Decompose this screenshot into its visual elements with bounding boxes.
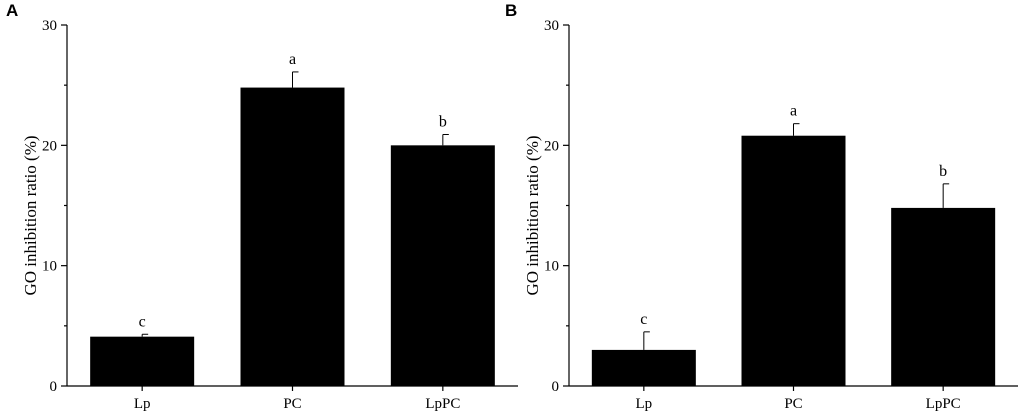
y-tick-label: 0: [552, 379, 560, 395]
panel-letter-b: B: [505, 1, 517, 20]
bar-pc: [240, 87, 345, 386]
y-tick-label: 30: [42, 18, 57, 34]
y-axis-title: GO inhibition ratio (%): [21, 135, 40, 295]
y-tick-label: 20: [42, 138, 57, 154]
bar-pc: [741, 135, 846, 386]
bar-lppc: [390, 145, 495, 386]
x-tick-label-pc: PC: [283, 396, 301, 412]
bar-lp: [591, 349, 696, 386]
significance-label-lppc: b: [439, 114, 447, 131]
significance-label-lp: c: [640, 311, 647, 328]
significance-label-lppc: b: [939, 163, 947, 180]
y-tick-label: 0: [50, 379, 58, 395]
x-tick-label-lppc: LpPC: [425, 396, 460, 412]
panel-letter-a: A: [6, 1, 18, 20]
x-tick-label-lp: Lp: [134, 396, 151, 412]
y-tick-label: 20: [544, 138, 559, 154]
significance-label-pc: a: [289, 51, 296, 68]
bar-lp: [90, 336, 195, 386]
x-tick-label-lppc: LpPC: [926, 396, 961, 412]
significance-label-lp: c: [139, 313, 146, 330]
y-tick-label: 10: [42, 259, 57, 275]
y-tick-label: 10: [544, 259, 559, 275]
x-tick-label-pc: PC: [784, 396, 802, 412]
y-axis-title: GO inhibition ratio (%): [523, 135, 542, 295]
bar-lppc: [891, 207, 996, 386]
panel-a: A 0 10 20 30 GO inhibition ratio (%) c Lp a PC b L…: [6, 1, 518, 412]
significance-label-pc: a: [790, 103, 797, 120]
x-tick-label-lp: Lp: [635, 396, 652, 412]
panel-b: B 0 10 20 30 GO inhibition ratio (%) c Lp a PC b L…: [505, 1, 1018, 412]
y-tick-label: 30: [544, 18, 559, 34]
